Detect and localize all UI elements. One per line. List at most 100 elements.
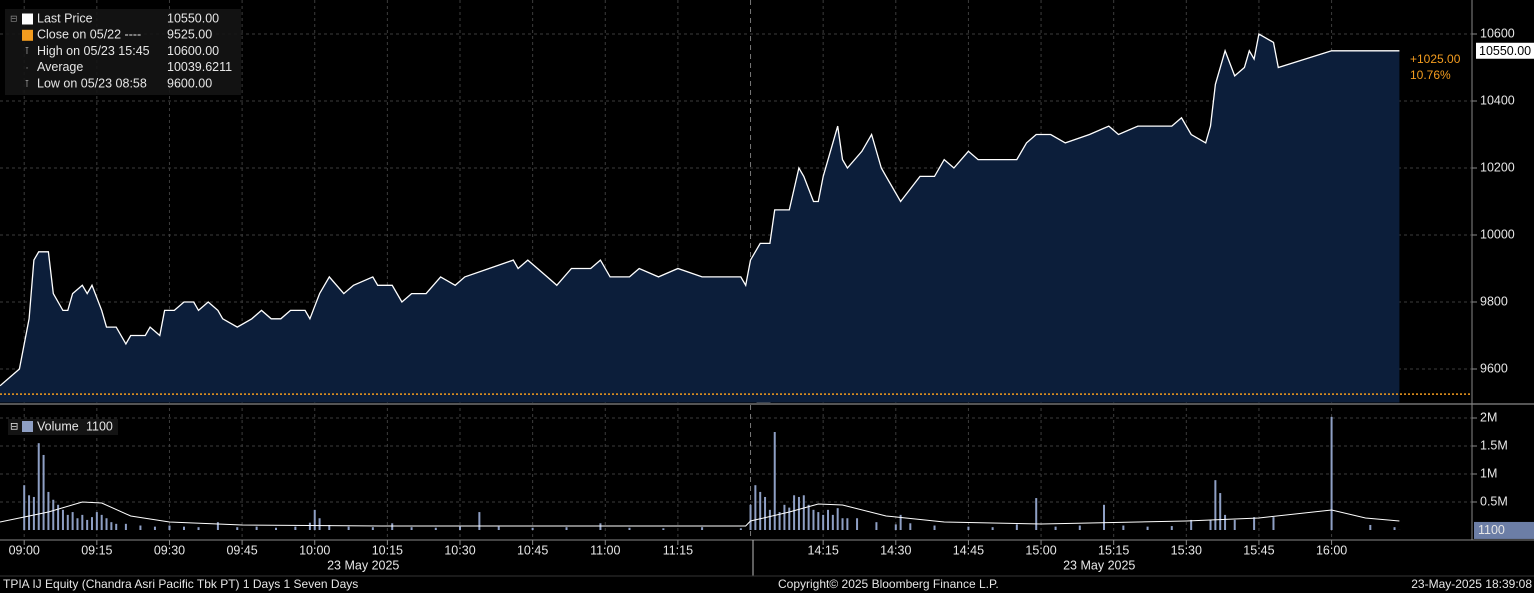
volume-bar [32,496,35,530]
x-tick-label: 15:00 [1025,543,1056,557]
date-label: 23 May 2025 [327,558,399,572]
volume-bar [100,514,103,530]
y-tick-label: 1M [1480,466,1497,480]
volume-bar [827,509,829,530]
x-tick-label: 10:45 [517,543,548,557]
footer-left: TPIA IJ Equity (Chandra Asri Pacific Tbk… [3,577,358,591]
x-tick-label: 14:45 [953,543,984,557]
volume-bar [899,514,902,530]
volume-bar [110,522,113,530]
x-tick-label: 11:15 [663,543,693,557]
volume-bar [1224,514,1227,530]
plot: 9600 9800 10000 10200 10400 10600 0.5M 1M 1.5M 2M… [0,0,1515,572]
volume-bar [701,527,704,530]
volume-legend-label: Volume [37,419,79,433]
volume-bar [42,454,45,530]
volume-bar [37,443,40,530]
volume-bar [197,527,200,530]
volume-bar [797,496,800,530]
volume-bar [1253,517,1256,530]
volume-bar [478,512,481,530]
legend-value: 10600.00 [167,44,219,58]
volume-bar [61,509,64,530]
volume-bar [1103,504,1105,530]
legend-symbol: ⊺ [24,79,29,90]
y-tick-label: 0.5M [1480,494,1508,508]
change-label: +1025.00 [1410,52,1461,66]
legend-icon: ⊟ [10,13,18,23]
volume-bar [1393,527,1396,530]
x-tick-label: 15:30 [1171,543,1202,557]
volume-bar [313,509,316,530]
legend-label: Average [37,60,83,74]
volume-bar [764,496,767,530]
legend-value: 9525.00 [167,28,212,42]
volume-bar [831,514,834,530]
volume-bar [967,526,970,530]
volume-bar [909,523,912,530]
volume-bar [1015,524,1018,530]
volume-bar [933,525,936,530]
volume-bar [153,526,156,530]
volume-bar [1122,525,1125,530]
volume-legend-swatch [22,421,33,432]
x-tick-label: 16:00 [1316,543,1347,557]
volume-bar [1219,493,1222,530]
volume-bar [531,527,534,530]
x-tick-label: 10:15 [372,543,403,557]
x-tick-label: 10:30 [444,543,475,557]
volume-bar [105,518,108,530]
y-tick-label: 1.5M [1480,438,1508,452]
y-tick-label: 9600 [1480,361,1508,375]
volume-bar [812,509,815,530]
volume-bar [28,495,31,530]
volume-bar [255,526,258,530]
volume-bar [856,518,859,530]
volume-bar [1233,519,1236,530]
volume-bar [778,512,781,530]
volume-legend-box [8,419,118,435]
volume-bar [216,522,219,530]
legend-swatch [22,29,33,41]
price-line [0,32,1400,387]
volume-bar [846,518,849,530]
volume-bar [739,528,742,530]
volume-bar [81,514,84,530]
volume-bar [124,523,127,530]
footer-center: Copyright© 2025 Bloomberg Finance L.P. [778,577,999,591]
volume-bar [754,485,757,530]
volume-bar [371,527,374,530]
volume-bar [52,499,55,530]
volume-bar [759,491,762,530]
volume-bar [1078,525,1081,530]
legend-value: 10039.6211 [167,60,232,74]
y-tick-label: 9800 [1480,294,1508,308]
volume-bar [47,491,50,530]
x-tick-label: 14:15 [808,543,839,557]
volume-bar [410,527,413,530]
collapse-icon[interactable]: ⊟ [10,422,18,433]
volume-bar [91,517,93,530]
x-tick-label: 09:45 [226,543,257,557]
legend-label: Close on 05/22 ---- [37,28,141,42]
volume-bar [275,527,277,530]
volume-average [0,501,1400,527]
x-tick-label: 15:15 [1098,543,1129,557]
y-tick-label: 10600 [1480,26,1515,40]
volume-bar [1369,524,1372,530]
volume-bar [391,523,394,530]
volume-bar [459,526,461,530]
x-tick-label: 09:00 [9,543,40,557]
volume-bar [23,485,26,530]
legend-box [5,9,241,95]
last-volume-label: 1100 [1478,523,1505,537]
volume-bar [817,512,820,530]
x-tick-label: 14:30 [880,543,911,557]
volume-bar [168,525,171,530]
volume-bar [294,526,297,530]
volume-bar [1272,517,1275,530]
volume-bar [793,495,796,530]
legend-label: Last Price [37,11,93,25]
volume-bar [628,527,631,530]
volume-bar [95,512,98,530]
